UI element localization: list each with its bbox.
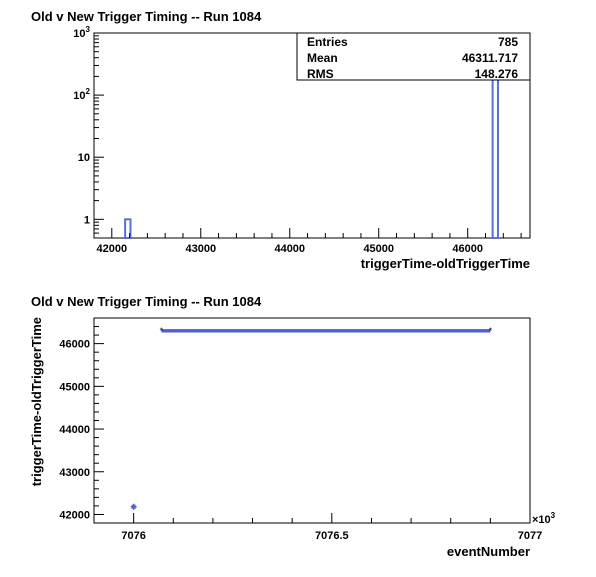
stats-entries-value: 785 [498, 35, 518, 49]
scatter-x-tick-label: 7077 [518, 530, 542, 542]
scatter-x-multiplier-base: ×10 [532, 514, 551, 526]
stats-mean-value: 46311.717 [462, 51, 518, 65]
histogram-y-tick-label: 1 [84, 214, 90, 226]
scatter-x-tick-label: 7076.5 [315, 530, 349, 542]
scatter-y-tick-label: 42000 [59, 509, 90, 521]
histogram-y-tick-label: 102 [73, 87, 90, 102]
scatter-marks: * * [130, 326, 493, 510]
stats-box: Entries 785 Mean 46311.717 RMS 148.276 [296, 32, 531, 81]
histogram-x-tick-label: 43000 [185, 243, 216, 255]
histogram-y-tick-exp: 3 [86, 25, 91, 34]
stats-entries-label: Entries [307, 35, 348, 49]
histogram-x-tick-label: 42000 [96, 243, 127, 255]
histogram-x-axis-label: triggerTime-oldTriggerTime [361, 256, 530, 271]
histogram-y-tick-label: 103 [73, 25, 90, 40]
histogram-title: Old v New Trigger Timing -- Run 1084 [31, 9, 262, 24]
histogram-bar [124, 218, 132, 239]
stats-rms-value: 148.276 [475, 67, 519, 81]
histogram-panel: Old v New Trigger Timing -- Run 1084 1 10… [31, 9, 531, 271]
scatter-x-axis-label: eventNumber [447, 544, 530, 559]
histogram-y-tick-label: 10 [78, 152, 90, 164]
scatter-x-multiplier: ×103 [532, 511, 556, 526]
histogram-y-tick-base: 10 [73, 28, 85, 40]
scatter-y-axis-label: triggerTime-oldTriggerTime [29, 317, 44, 486]
histogram-x-tick-label: 46000 [452, 243, 483, 255]
stats-box-frame [296, 32, 531, 81]
scatter-x-multiplier-exp: 3 [551, 511, 556, 520]
scatter-band-edge-marker: * [160, 326, 164, 336]
histogram-y-tick-exp: 2 [86, 87, 91, 96]
histogram-x-tick-label: 44000 [274, 243, 305, 255]
scatter-x-tick-label: 7076 [121, 530, 145, 542]
histogram-y-tick-base: 10 [78, 152, 90, 164]
scatter-panel: Old v New Trigger Timing -- Run 1084 * * … [29, 294, 556, 559]
scatter-band-edge-marker: * [489, 326, 493, 336]
scatter-y-ticks: 42000 43000 44000 45000 46000 [59, 317, 104, 524]
histogram-x-tick-label: 45000 [363, 243, 394, 255]
scatter-y-tick-label: 46000 [59, 339, 90, 351]
scatter-point-stroke [131, 504, 136, 510]
scatter-x-ticks: 7076 7076.5 7077 [93, 513, 542, 542]
scatter-y-tick-label: 44000 [59, 424, 90, 436]
scatter-y-tick-label: 45000 [59, 381, 90, 393]
histogram-y-tick-base: 1 [84, 214, 90, 226]
scatter-frame [93, 317, 531, 524]
stats-rms-label: RMS [307, 67, 334, 81]
scatter-title: Old v New Trigger Timing -- Run 1084 [31, 294, 262, 309]
stats-mean-label: Mean [307, 51, 338, 65]
histogram-x-ticks: 42000 43000 44000 45000 46000 [93, 228, 522, 255]
scatter-point [130, 503, 137, 510]
histogram-y-tick-base: 10 [73, 90, 85, 102]
scatter-y-tick-label: 43000 [59, 467, 90, 479]
scatter-point-band [161, 329, 491, 333]
